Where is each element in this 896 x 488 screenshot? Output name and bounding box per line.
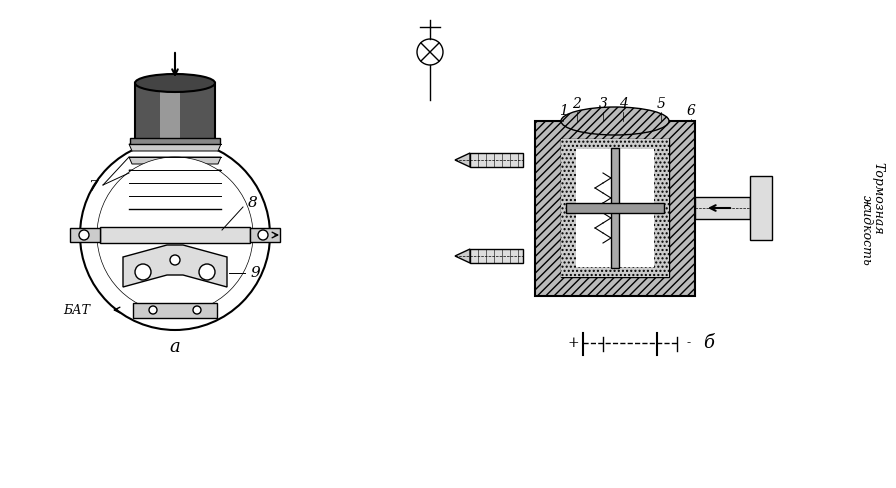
Polygon shape (129, 157, 221, 164)
Text: 1: 1 (558, 104, 567, 118)
Text: 4: 4 (618, 97, 627, 111)
Text: 2: 2 (573, 97, 582, 111)
Bar (611, 148, 619, 268)
Bar (695, 197, 750, 219)
Text: 9: 9 (250, 266, 260, 280)
Bar (561, 139, 669, 277)
Bar (561, 139, 669, 277)
Text: 7: 7 (88, 180, 98, 194)
Text: Тормозная: Тормозная (872, 162, 884, 234)
Text: 8: 8 (248, 196, 258, 210)
Bar (250, 228, 280, 242)
Bar (576, 149, 654, 267)
Polygon shape (129, 170, 221, 177)
Polygon shape (129, 196, 221, 203)
Bar (133, 303, 217, 318)
Circle shape (80, 140, 270, 330)
Circle shape (97, 157, 253, 313)
Polygon shape (455, 153, 470, 167)
Circle shape (135, 264, 151, 280)
Bar (100, 227, 250, 243)
Polygon shape (455, 249, 470, 263)
Circle shape (417, 39, 443, 65)
Text: б: б (703, 334, 714, 352)
Text: -: - (687, 337, 691, 349)
Ellipse shape (561, 107, 669, 135)
Polygon shape (129, 144, 221, 151)
Circle shape (149, 306, 157, 314)
Circle shape (170, 255, 180, 265)
Bar (566, 203, 664, 213)
Circle shape (258, 230, 268, 240)
Text: +: + (567, 336, 579, 350)
Polygon shape (129, 183, 221, 190)
Polygon shape (135, 83, 215, 140)
Ellipse shape (135, 74, 215, 92)
Text: 5: 5 (657, 97, 666, 111)
Text: БАТ: БАТ (64, 304, 90, 317)
Text: 6: 6 (686, 104, 695, 118)
Text: 3: 3 (599, 97, 607, 111)
Bar (70, 228, 100, 242)
Circle shape (199, 264, 215, 280)
Bar (750, 176, 772, 240)
Polygon shape (470, 153, 523, 167)
Bar (535, 121, 695, 296)
Text: жидкость: жидкость (859, 195, 873, 265)
Polygon shape (160, 83, 180, 140)
Circle shape (79, 230, 89, 240)
Circle shape (193, 306, 201, 314)
Polygon shape (123, 245, 227, 287)
Polygon shape (470, 249, 523, 263)
Bar (130, 138, 220, 144)
Text: a: a (169, 338, 180, 356)
